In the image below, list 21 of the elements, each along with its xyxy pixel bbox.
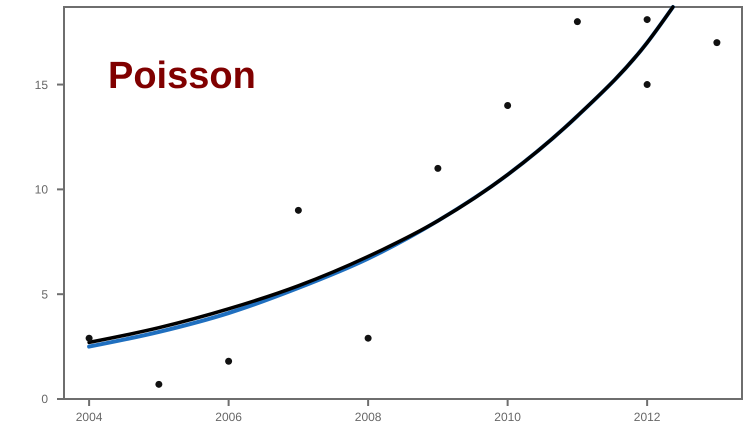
point xyxy=(574,18,581,26)
point xyxy=(644,81,651,88)
point xyxy=(225,358,232,365)
x-tick-label: 2004 xyxy=(76,410,103,424)
point xyxy=(86,334,93,342)
x-tick-label: 2010 xyxy=(494,410,522,424)
point xyxy=(504,102,512,110)
point xyxy=(155,380,162,388)
x-tick-label: 2012 xyxy=(634,410,661,424)
point xyxy=(713,39,720,46)
x-tick-label: 2008 xyxy=(354,410,382,424)
text: Poisson xyxy=(108,55,256,97)
point xyxy=(644,16,651,24)
y-tick-label: 10 xyxy=(34,182,48,197)
point xyxy=(364,334,372,342)
y-tick-label: 15 xyxy=(34,78,48,92)
y-tick-label: 0 xyxy=(41,392,48,406)
x-tick-label: 2006 xyxy=(215,410,242,424)
point xyxy=(294,206,302,214)
y-tick-label: 5 xyxy=(41,287,48,302)
point xyxy=(434,164,442,172)
